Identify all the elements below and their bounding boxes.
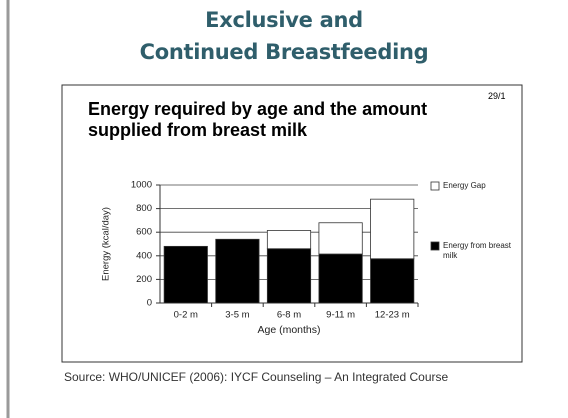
- bar-segment: [318, 253, 363, 304]
- legend-label: Energy Gap: [443, 181, 486, 190]
- page-ref: 29/1: [488, 91, 506, 101]
- legend-swatch: [430, 241, 440, 251]
- x-tick-label: 6-8 m: [277, 310, 301, 321]
- bar-segment: [215, 238, 260, 304]
- legend-swatch: [430, 181, 440, 191]
- slide-title: Exclusive and: [205, 8, 363, 32]
- bar-segment: [370, 258, 415, 304]
- bar-segment: [318, 222, 363, 255]
- chart-title: Energy required by age and the amount su…: [88, 99, 428, 140]
- x-tick-label: 12-23 m: [375, 310, 410, 321]
- y-axis-label: Energy (kcal/day): [101, 207, 112, 281]
- bar-segment: [266, 248, 312, 304]
- x-tick-label: 0-2 m: [174, 310, 198, 321]
- chart-frame: [61, 84, 523, 363]
- y-tick-label: 200: [136, 274, 152, 285]
- bar-segment: [370, 198, 415, 260]
- x-tick-label: 9-11 m: [326, 310, 355, 321]
- bar-segment: [163, 245, 208, 304]
- x-axis-label: Age (months): [257, 324, 320, 336]
- y-tick-label: 800: [136, 203, 152, 214]
- source: Source: WHO/UNICEF (2006): IYCF Counseli…: [64, 370, 449, 384]
- bar-segment: [266, 230, 312, 250]
- y-tick-label: 400: [136, 250, 152, 261]
- y-tick-label: 1000: [131, 180, 152, 191]
- legend-label: Energy from breast milk: [443, 241, 512, 260]
- y-tick-label: 0: [147, 298, 152, 309]
- slide-title: Continued Breastfeeding: [139, 40, 429, 64]
- y-tick-label: 600: [136, 227, 152, 238]
- x-tick-label: 3-5 m: [225, 310, 249, 321]
